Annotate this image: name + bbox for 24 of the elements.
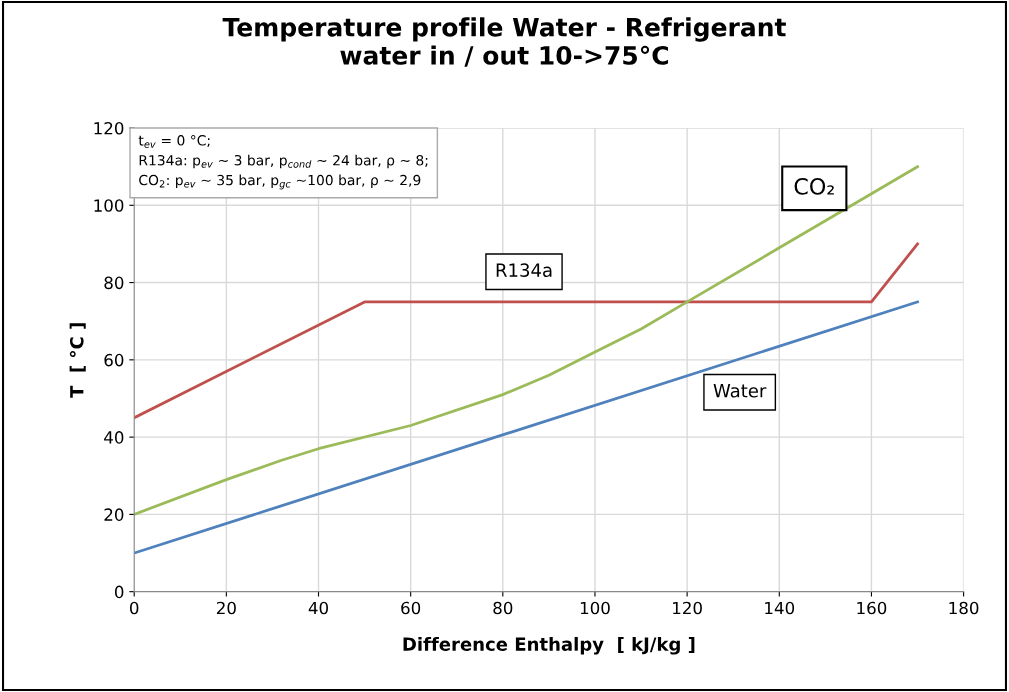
x-tick-label: 100 — [580, 601, 610, 615]
x-tick-label: 160 — [857, 601, 887, 615]
series-label: CO₂ — [794, 177, 834, 195]
chart-title: Temperature profile Water - Refrigerant water in / out 10->75°C — [222, 17, 786, 67]
y-tick-label: 60 — [104, 353, 124, 367]
y-axis-title: T [ °C ] — [69, 323, 86, 398]
x-axis-title: Difference Enthalpy [ kJ/kg ] — [403, 636, 695, 655]
text: t$_{ev}$ = 0 °C; R134a: p$_{ev}$ ~ 3 bar, p$_{cond}$ ~ 24 bar, ρ ~ 8; CO$_{2}$: p$_{ev}$ ~ 35 bar, p$_{gc}$ ~100 bar, ρ ~ 2,9 — [138, 135, 428, 190]
series-label: Water — [713, 384, 767, 398]
y-tick-label: 120 — [94, 121, 124, 135]
x-tick-label: 60 — [401, 601, 421, 615]
x-tick-label: 140 — [765, 601, 795, 615]
x-tick-label: 180 — [949, 601, 979, 615]
y-tick-label: 40 — [104, 431, 124, 444]
series-label: R134a — [496, 263, 552, 277]
x-tick-label: 120 — [673, 601, 702, 615]
x-tick-label: 80 — [493, 601, 513, 615]
y-tick-label: 0 — [114, 585, 124, 599]
x-tick-label: 0 — [129, 601, 139, 615]
y-tick-label: 80 — [104, 276, 124, 290]
x-tick-label: 40 — [308, 601, 328, 615]
y-tick-label: 20 — [104, 508, 124, 521]
y-tick-label: 100 — [94, 199, 124, 212]
x-tick-label: 20 — [216, 601, 236, 615]
